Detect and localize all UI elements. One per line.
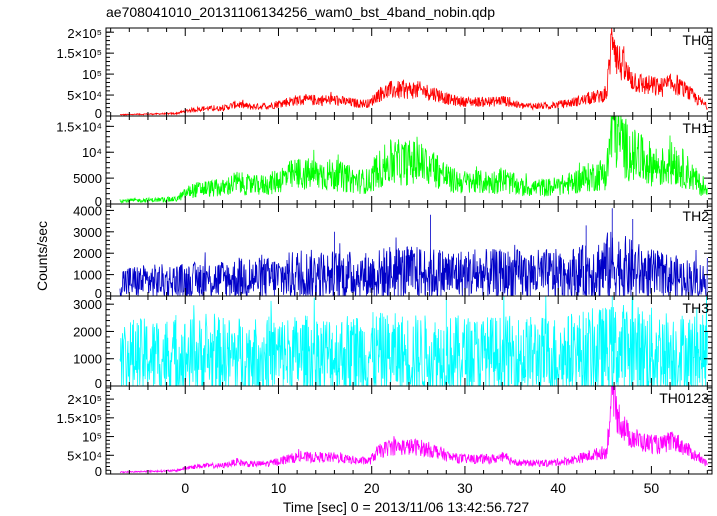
x-tick-label: 30 [457,480,473,496]
panel-th0: 0 5×10⁴ 10⁵ 1.5×10⁵ 2×10⁵ TH0 [56,26,713,121]
panel-label-th1: TH1 [683,120,710,136]
x-tick-labels: 0 10 20 30 40 50 [181,480,659,496]
y-tick-label: 5000 [73,171,102,186]
y-tick-label: 1000 [73,352,102,367]
y-tick-label: 1.5×10⁵ [56,411,102,426]
y-tick-label: 0 [95,194,102,209]
series-th2-trace [119,208,708,296]
y-tick-label: 10⁵ [82,430,102,445]
panel-th1: 0 5000 10⁴ 1.5×10⁴ TH1 [56,115,713,209]
series-th0123-trace [119,386,708,474]
x-tick-label: 20 [364,480,380,496]
x-axis-label: Time [sec] 0 = 2013/11/06 13:42:56.727 [283,499,530,515]
y-tick-label: 10⁵ [82,67,102,82]
y-tick-label: 0 [95,464,102,479]
panel-label-th0123: TH0123 [659,390,709,406]
y-tick-label: 5×10⁴ [67,448,102,463]
chart-title: ae708041010_20131106134256_wam0_bst_4ban… [106,4,495,20]
panel-label-th3: TH3 [683,300,710,316]
y-tick-label: 4000 [73,203,102,218]
y-tick-label: 2×10⁵ [67,26,102,41]
y-tick-label: 10⁴ [82,145,102,160]
y-tick-label: 5×10⁴ [67,88,102,103]
y-tick-label: 0 [95,106,102,121]
y-tick-label: 3000 [73,297,102,312]
panel-th3: 0 1000 2000 3000 TH3 [73,295,713,391]
y-tick-label: 0 [95,376,102,391]
x-tick-label: 10 [271,480,287,496]
series-th1-trace [119,116,708,204]
y-tick-label: 1000 [73,268,102,283]
series-th3-trace [119,296,708,386]
y-tick-label: 1.5×10⁴ [56,119,102,134]
panel-label-th0: TH0 [683,32,710,48]
panel-th2: 0 1000 2000 3000 4000 TH2 [73,203,713,301]
y-tick-label: 2×10⁵ [67,392,102,407]
y-axis-label: Counts/sec [34,221,50,291]
y-tick-label: 2000 [73,324,102,339]
x-tick-label: 40 [550,480,566,496]
y-tick-label: 0 [95,286,102,301]
panel-label-th2: TH2 [683,208,710,224]
y-tick-label: 2000 [73,246,102,261]
series-th0-trace [119,28,708,116]
y-tick-label: 3000 [73,225,102,240]
y-tick-label: 1.5×10⁵ [56,46,102,61]
x-tick-label: 0 [181,480,189,496]
panel-th0123: 05×10⁴ 10⁵ 1.5×10⁵ 2×10⁵ TH0123 [56,385,713,479]
x-tick-label: 50 [644,480,660,496]
